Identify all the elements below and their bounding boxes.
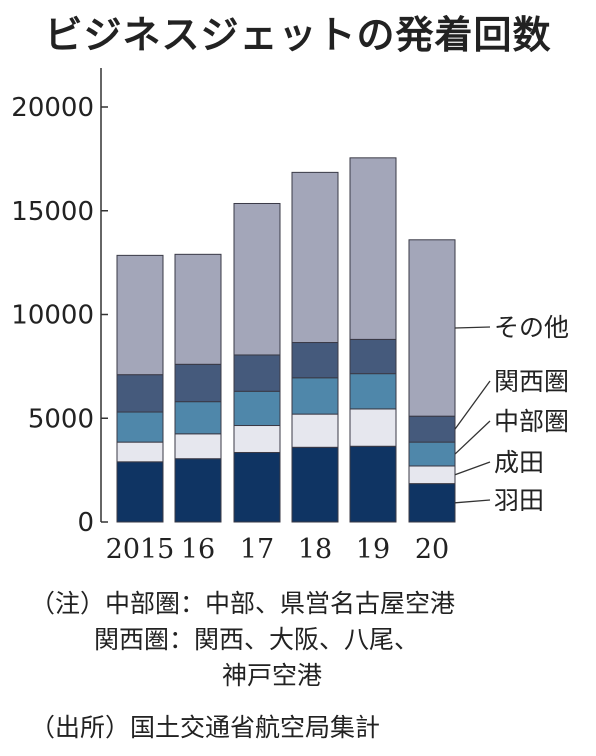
bar-segment: [174, 253, 222, 365]
bar-segment: [233, 390, 281, 427]
bar-segment: [174, 401, 222, 435]
bar-segment: [291, 446, 339, 523]
x-tick-label: 18: [298, 534, 332, 565]
bar-segment: [233, 202, 281, 356]
x-tick-label: 2015: [106, 534, 175, 565]
legend-label: 関西圏: [494, 367, 569, 396]
bar-segment: [116, 254, 164, 376]
bar-segment: [174, 363, 222, 403]
legend-label: 中部圏: [494, 407, 569, 436]
bar-segment: [291, 377, 339, 415]
legend-leader-line: [454, 420, 491, 455]
bar-segment: [349, 408, 397, 447]
bar-segment: [233, 354, 281, 392]
bar-segment: [116, 374, 164, 413]
bar-segment: [408, 465, 456, 485]
y-tick-label: 20000: [11, 93, 94, 123]
bar-segment: [174, 433, 222, 460]
legend-label: その他: [494, 313, 569, 342]
legend-label: 羽田: [494, 486, 544, 515]
bar-segment: [349, 445, 397, 523]
bar-segment: [349, 157, 397, 340]
bar-segment: [233, 451, 281, 523]
bar-segment: [408, 239, 456, 417]
bar-segment: [291, 171, 339, 344]
page-title: ビジネスジェットの発着回数: [44, 13, 552, 57]
bar-segment: [349, 338, 397, 375]
y-tick-label: 5000: [28, 404, 94, 434]
x-tick-label: 16: [181, 534, 215, 565]
bar-segment: [116, 441, 164, 463]
bar-segment: [116, 461, 164, 523]
legend-leader-line: [454, 326, 491, 329]
bar-segment: [174, 458, 222, 523]
legend-leader-line: [454, 499, 491, 504]
x-tick-label: 19: [356, 534, 390, 565]
y-tick-label: 0: [77, 508, 94, 538]
stacked-bar-chart: 0 5000 10000 15000 20000 2015 16 17 18 19 20 羽田 成田 中部…: [11, 68, 569, 565]
x-tick-label: 20: [415, 534, 449, 565]
x-tick-label: 17: [240, 534, 274, 565]
bar-segment: [291, 342, 339, 379]
bar-segment: [408, 441, 456, 467]
bar-segment: [116, 411, 164, 443]
note-chubu: （注）中部圏：中部、県営名古屋空港: [30, 589, 456, 618]
bar-segment: [408, 483, 456, 523]
legend-leader-line: [454, 461, 491, 476]
note-kansai-cont: 神戸空港: [222, 661, 323, 690]
legend-label: 成田: [494, 448, 544, 477]
bar-segment: [233, 425, 281, 453]
y-tick-label: 10000: [11, 301, 94, 331]
y-tick-label: 15000: [11, 197, 94, 227]
bar-segment: [408, 415, 456, 443]
bar-segment: [349, 373, 397, 410]
legend-leader-line: [454, 380, 491, 430]
note-kansai: 関西圏：関西、大阪、八尾、: [94, 625, 420, 654]
note-source: （出所）国土交通省航空局集計: [30, 713, 381, 742]
bar-segment: [291, 413, 339, 448]
